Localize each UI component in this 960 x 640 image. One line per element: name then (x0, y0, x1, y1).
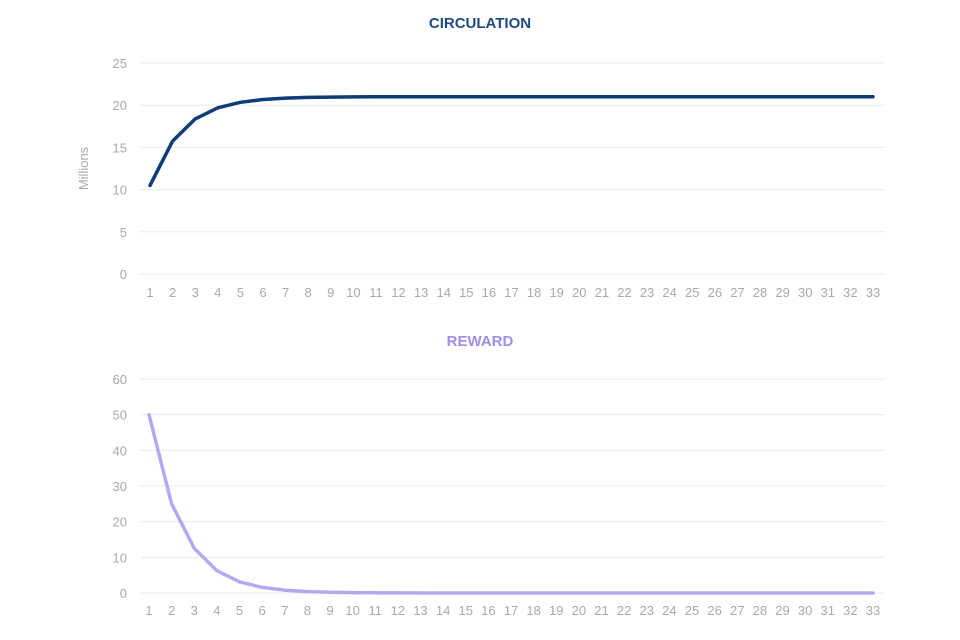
x-tick-label: 11 (369, 603, 383, 618)
x-tick-label: 30 (798, 603, 812, 618)
x-tick-label: 31 (821, 603, 835, 618)
x-tick-label: 20 (572, 285, 586, 300)
x-tick-label: 22 (617, 285, 631, 300)
x-tick-label: 19 (549, 603, 563, 618)
x-tick-label: 32 (843, 603, 857, 618)
y-tick-label: 5 (120, 225, 127, 240)
x-tick-label: 26 (708, 285, 722, 300)
y-tick-label: 60 (113, 372, 127, 387)
x-tick-label: 25 (685, 603, 699, 618)
x-tick-label: 21 (594, 603, 608, 618)
x-tick-label: 23 (640, 603, 654, 618)
x-tick-label: 2 (169, 285, 176, 300)
x-tick-label: 28 (753, 285, 767, 300)
x-tick-label: 8 (305, 285, 312, 300)
x-tick-label: 32 (843, 285, 857, 300)
chart-title: CIRCULATION (429, 15, 531, 32)
y-axis-label: Millions (76, 146, 91, 190)
series-line (147, 412, 875, 595)
x-tick-label: 3 (191, 603, 198, 618)
x-tick-label: 27 (730, 285, 744, 300)
x-tick-label: 33 (866, 285, 880, 300)
y-tick-label: 30 (113, 479, 127, 494)
x-tick-label: 7 (282, 285, 289, 300)
x-tick-label: 7 (281, 603, 288, 618)
y-tick-label: 10 (113, 550, 127, 565)
chart-title: REWARD (447, 333, 514, 350)
x-tick-label: 15 (459, 603, 473, 618)
x-tick-label: 4 (213, 603, 220, 618)
x-tick-label: 8 (304, 603, 311, 618)
x-tick-label: 15 (459, 285, 473, 300)
x-tick-label: 24 (662, 603, 676, 618)
x-tick-label: 22 (617, 603, 631, 618)
x-tick-label: 31 (821, 285, 835, 300)
x-tick-label: 26 (707, 603, 721, 618)
x-tick-label: 19 (549, 285, 563, 300)
x-tick-label: 12 (391, 285, 405, 300)
x-tick-label: 29 (775, 285, 789, 300)
x-tick-label: 27 (730, 603, 744, 618)
x-tick-label: 10 (345, 603, 359, 618)
x-tick-label: 21 (595, 285, 609, 300)
x-tick-label: 30 (798, 285, 812, 300)
y-tick-label: 20 (113, 98, 127, 113)
y-tick-label: 50 (113, 408, 127, 423)
x-tick-label: 3 (192, 285, 199, 300)
x-tick-label: 6 (259, 603, 266, 618)
x-tick-label: 14 (436, 603, 450, 618)
x-tick-label: 4 (214, 285, 221, 300)
x-tick-label: 1 (145, 603, 152, 618)
y-tick-label: 10 (113, 183, 127, 198)
series-line (148, 95, 875, 188)
x-tick-label: 12 (391, 603, 405, 618)
x-tick-label: 16 (482, 285, 496, 300)
x-tick-label: 11 (369, 285, 383, 300)
x-tick-label: 13 (413, 603, 427, 618)
x-tick-label: 33 (866, 603, 880, 618)
x-tick-label: 10 (346, 285, 360, 300)
x-tick-label: 14 (436, 285, 450, 300)
x-tick-label: 28 (753, 603, 767, 618)
x-tick-label: 5 (237, 285, 244, 300)
x-tick-label: 2 (168, 603, 175, 618)
x-tick-label: 23 (640, 285, 654, 300)
y-tick-label: 15 (113, 140, 127, 155)
x-tick-label: 17 (504, 285, 518, 300)
x-tick-label: 9 (327, 285, 334, 300)
x-tick-label: 13 (414, 285, 428, 300)
y-tick-label: 0 (120, 586, 127, 601)
x-tick-label: 18 (526, 603, 540, 618)
x-tick-label: 5 (236, 603, 243, 618)
x-tick-label: 17 (504, 603, 518, 618)
x-tick-label: 24 (662, 285, 676, 300)
x-tick-label: 29 (775, 603, 789, 618)
x-tick-label: 20 (572, 603, 586, 618)
x-tick-label: 25 (685, 285, 699, 300)
y-tick-label: 0 (120, 267, 127, 282)
x-tick-label: 6 (259, 285, 266, 300)
x-tick-label: 16 (481, 603, 495, 618)
x-tick-label: 9 (326, 603, 333, 618)
x-tick-label: 18 (527, 285, 541, 300)
y-tick-label: 25 (113, 56, 127, 71)
x-tick-label: 1 (146, 285, 153, 300)
y-tick-label: 40 (113, 443, 127, 458)
y-tick-label: 20 (113, 515, 127, 530)
